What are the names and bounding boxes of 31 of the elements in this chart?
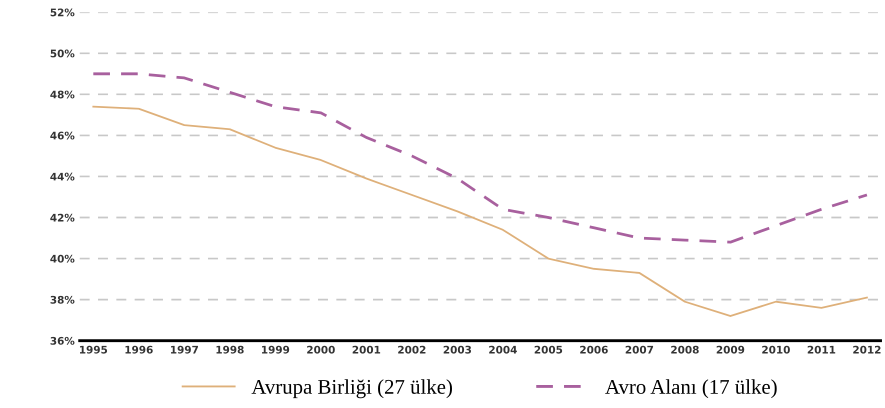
x-tick-label: 2008 bbox=[671, 346, 699, 354]
x-tick-label: 2000 bbox=[307, 346, 335, 354]
y-tick-label: 46% bbox=[50, 132, 74, 140]
x-tick-label: 2006 bbox=[580, 346, 608, 354]
x-tick-label: 1997 bbox=[170, 346, 198, 354]
x-tick-label: 2010 bbox=[762, 346, 790, 354]
y-tick-label: 40% bbox=[50, 254, 74, 263]
y-tick-label: 52% bbox=[50, 8, 74, 16]
y-tick-label: 42% bbox=[50, 214, 74, 222]
line-series bbox=[92, 106, 868, 317]
line-series bbox=[92, 72, 868, 244]
x-tick-label: 2009 bbox=[716, 346, 744, 354]
x-tick-label: 1998 bbox=[216, 346, 244, 354]
y-tick-label: 50% bbox=[50, 50, 74, 58]
y-tick-label: 38% bbox=[50, 296, 74, 304]
x-tick-label: 2003 bbox=[444, 346, 472, 354]
y-tick-label: 48% bbox=[50, 90, 74, 98]
x-tick-label: 2001 bbox=[352, 346, 380, 354]
x-tick-label: 2004 bbox=[489, 346, 517, 354]
x-tick-label: 2005 bbox=[534, 346, 562, 354]
x-tick-label: 1996 bbox=[125, 346, 153, 354]
y-tick-label: 36% bbox=[50, 336, 74, 345]
legend-label: Avro Alanı (17 ülke) bbox=[605, 379, 777, 398]
legend-label: Avrupa Birliği (27 ülke) bbox=[252, 379, 452, 398]
x-tick-label: 1999 bbox=[262, 346, 290, 354]
y-tick-label: 44% bbox=[50, 172, 74, 181]
x-tick-label: 2007 bbox=[626, 346, 654, 354]
x-tick-label: 2002 bbox=[398, 346, 426, 354]
x-tick-label: 1995 bbox=[80, 346, 108, 354]
x-tick-label: 2011 bbox=[808, 346, 836, 354]
x-tick-label: 2012 bbox=[853, 346, 881, 354]
